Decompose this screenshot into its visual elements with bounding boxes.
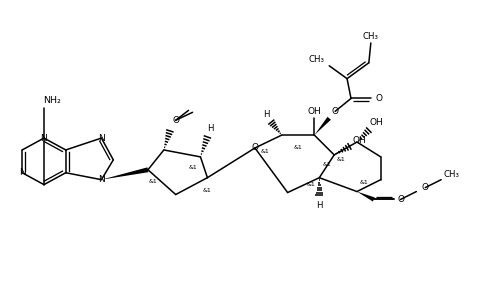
Text: &1: &1 [359, 180, 368, 185]
Text: O: O [375, 94, 382, 103]
Text: &1: &1 [260, 150, 269, 155]
Text: &1: &1 [203, 188, 212, 193]
Text: &1: &1 [337, 157, 345, 162]
Text: OH: OH [370, 118, 384, 127]
Polygon shape [101, 167, 149, 180]
Text: O: O [422, 183, 429, 192]
Text: &1: &1 [293, 146, 302, 150]
Text: CH₃: CH₃ [363, 31, 379, 40]
Text: OH: OH [352, 136, 366, 145]
Text: NH₂: NH₂ [43, 96, 61, 105]
Text: H: H [316, 201, 323, 210]
Text: &1: &1 [188, 165, 197, 170]
Text: N: N [19, 168, 25, 177]
Text: CH₃: CH₃ [308, 55, 324, 64]
Text: O: O [397, 195, 404, 204]
Text: N: N [41, 134, 47, 143]
Text: O: O [172, 116, 179, 125]
Text: OH: OH [308, 107, 321, 116]
Text: H: H [263, 110, 270, 119]
Text: N: N [98, 134, 105, 143]
Text: &1: &1 [323, 162, 331, 167]
Text: &1: &1 [149, 179, 157, 184]
Polygon shape [315, 117, 331, 135]
Text: O: O [331, 107, 338, 116]
Text: N: N [98, 175, 105, 184]
Text: CH₃: CH₃ [443, 170, 459, 179]
Text: H: H [207, 124, 214, 133]
Text: O: O [251, 143, 258, 152]
Text: &1: &1 [307, 182, 316, 187]
Polygon shape [357, 191, 375, 201]
